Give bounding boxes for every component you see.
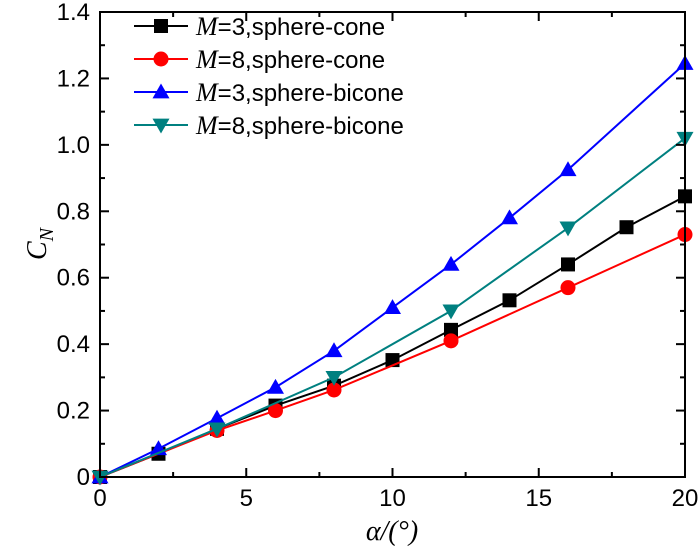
legend-label-rest: =8,sphere-cone — [218, 47, 385, 74]
series-line — [99, 62, 686, 478]
series-1 — [93, 189, 692, 484]
data-point — [325, 342, 343, 358]
legend-entry-2: M=8,sphere-cone — [134, 45, 385, 74]
y-tick-label: 0.2 — [57, 398, 90, 425]
legend-label-var: M — [195, 12, 219, 41]
x-tick-label: 0 — [93, 485, 106, 512]
x-tick-label: 15 — [525, 485, 552, 512]
data-point — [559, 221, 577, 237]
y-tick-label: 0.4 — [57, 331, 90, 358]
x-tick-label: 5 — [240, 485, 253, 512]
x-tick-label: 20 — [672, 485, 699, 512]
legend-label-var: M — [195, 78, 219, 107]
data-point — [268, 403, 283, 419]
data-point — [442, 304, 460, 320]
data-point — [560, 280, 576, 296]
data-point — [442, 255, 460, 271]
data-point — [559, 161, 577, 177]
x-axis-title-text: α/(°) — [366, 516, 418, 547]
data-point — [502, 293, 517, 308]
legend-label: M=3,sphere-bicone — [195, 78, 404, 107]
legend-label: M=8,sphere-bicone — [195, 111, 404, 140]
y-tick-label: 1.2 — [57, 65, 90, 92]
y-tick-label: 0.6 — [57, 265, 90, 292]
y-axis-title: CN — [22, 226, 58, 260]
legend-label: M=3,sphere-cone — [195, 12, 385, 41]
y-tick-label: 1.0 — [57, 132, 90, 159]
series-line — [99, 195, 686, 478]
data-point — [443, 333, 459, 349]
legend-label-var: M — [195, 111, 219, 140]
y-axis-title-text: C — [22, 241, 53, 260]
data-point — [326, 382, 342, 398]
legend-label-rest: =3,sphere-cone — [218, 14, 385, 41]
legend-entry-4: M=8,sphere-bicone — [134, 111, 404, 140]
x-tick-label: 10 — [379, 485, 406, 512]
legend-label-var: M — [195, 45, 219, 74]
y-axis-title-subscript: N — [36, 226, 58, 242]
legend-label: M=8,sphere-cone — [195, 45, 385, 74]
legend-label-rest: =3,sphere-bicone — [218, 80, 404, 107]
legend-marker — [152, 118, 170, 134]
x-axis-title: α/(°) — [366, 516, 418, 547]
legend-marker — [153, 51, 169, 67]
legend-label-rest: =8,sphere-bicone — [218, 113, 404, 140]
legend-entry-1: M=3,sphere-cone — [134, 12, 385, 41]
data-point — [444, 322, 458, 337]
legend-marker — [154, 19, 168, 33]
data-point — [561, 257, 575, 272]
data-point — [619, 220, 634, 235]
data-point — [91, 470, 109, 486]
legend-entry-3: M=3,sphere-bicone — [134, 78, 404, 107]
y-tick-label: 0.8 — [57, 198, 90, 225]
data-point — [501, 209, 518, 225]
y-tick-label: 1.4 — [57, 0, 90, 26]
data-point — [208, 422, 226, 438]
series-line — [99, 137, 686, 478]
legend-marker — [152, 83, 170, 99]
series-4 — [91, 131, 694, 486]
data-point — [325, 370, 343, 386]
data-point — [208, 409, 226, 425]
y-tick-label: 0 — [77, 464, 90, 491]
data-point — [384, 299, 401, 314]
data-point — [267, 378, 284, 394]
